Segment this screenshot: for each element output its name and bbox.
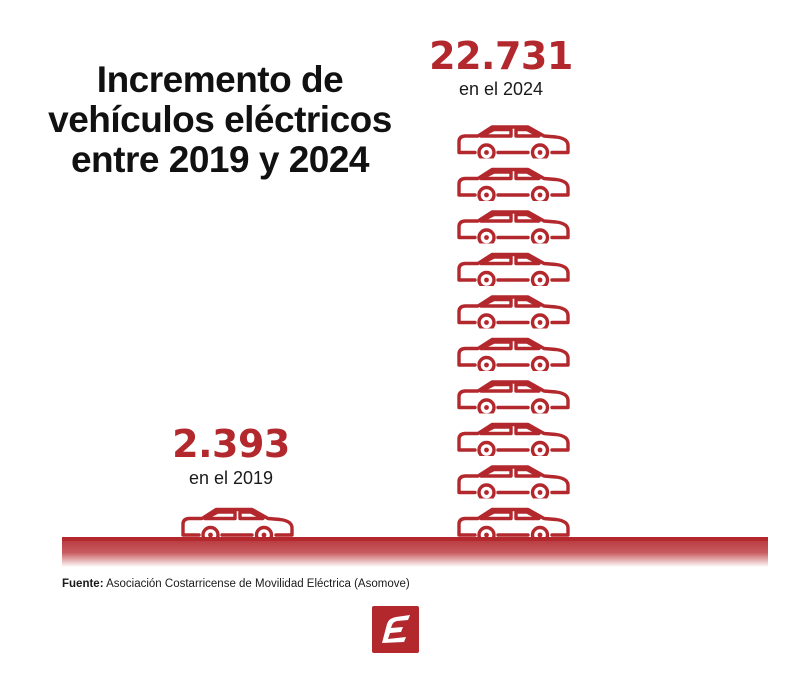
chart-title: Incremento de vehículos eléctricos entre…	[40, 60, 400, 180]
category-label-2024: en el 2024	[458, 79, 544, 99]
title-line-2: vehículos eléctricos	[48, 99, 392, 140]
ground-bar	[62, 537, 768, 541]
source-label: Fuente:	[62, 578, 104, 590]
e-logo-icon	[372, 606, 419, 653]
title-line-1: Incremento de	[96, 59, 344, 100]
car-icon	[457, 167, 570, 201]
car-icon	[457, 337, 570, 371]
value-label-2019: 2.393	[172, 422, 290, 466]
source-text: Asociación Costarricense de Movilidad El…	[106, 578, 410, 590]
car-icon	[457, 380, 570, 414]
value-label-2024: 22.731	[429, 34, 573, 78]
category-label-2019: en el 2019	[188, 468, 274, 488]
ground-fade	[62, 541, 768, 567]
car-icon	[457, 252, 570, 286]
car-icon	[457, 210, 570, 244]
car-icon	[457, 125, 570, 159]
car-icon	[457, 422, 570, 456]
car-icon	[457, 465, 570, 499]
title-line-3: entre 2019 y 2024	[70, 139, 370, 180]
car-icon	[457, 295, 570, 329]
source-note: Fuente: Asociación Costarricense de Movi…	[62, 578, 410, 590]
